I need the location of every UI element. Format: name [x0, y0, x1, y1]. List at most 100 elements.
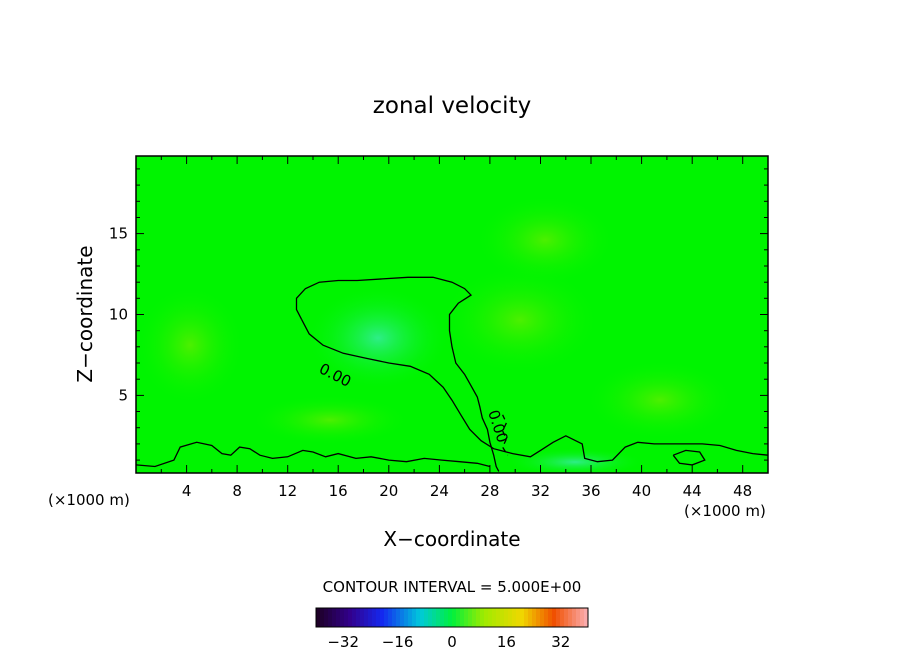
colorbar-swatch — [480, 608, 485, 627]
colorbar-swatch — [488, 608, 493, 627]
weak-positive-region — [440, 265, 600, 375]
colorbar-swatch — [576, 608, 581, 627]
colorbar-tick-label: 32 — [551, 633, 570, 651]
plot-area — [136, 156, 768, 473]
x-tick-label: 44 — [683, 482, 702, 500]
weak-negative-region — [306, 286, 450, 390]
colorbar-swatch — [444, 608, 449, 627]
colorbar-swatch — [320, 608, 325, 627]
colorbar-swatch — [532, 608, 537, 627]
colorbar-swatch — [484, 608, 489, 627]
colorbar-swatch — [368, 608, 373, 627]
colorbar-swatch — [372, 608, 377, 627]
colorbar-swatch — [420, 608, 425, 627]
x-tick-label: 32 — [531, 482, 550, 500]
colorbar-swatch — [332, 608, 337, 627]
colorbar-swatch — [452, 608, 457, 627]
colorbar-swatch — [472, 608, 477, 627]
x-unit-left: (×1000 m) — [48, 491, 130, 509]
colorbar-swatch — [520, 608, 525, 627]
colorbar-swatch — [496, 608, 501, 627]
x-tick-label: 12 — [278, 482, 297, 500]
zero-contour-dashed — [501, 414, 509, 456]
colorbar-swatch — [380, 608, 385, 627]
x-tick-label: 16 — [329, 482, 348, 500]
axis-ticks — [136, 156, 768, 473]
x-unit-right: (×1000 m) — [684, 502, 766, 520]
colorbar-swatch — [436, 608, 441, 627]
y-axis-label: Z−coordinate — [73, 245, 97, 382]
colorbar-swatch — [396, 608, 401, 627]
weak-positive-region-4 — [250, 395, 410, 445]
colorbar-swatch — [360, 608, 365, 627]
colorbar-swatch — [456, 608, 461, 627]
colorbar-swatch — [364, 608, 369, 627]
y-tick-label: 10 — [109, 306, 128, 324]
colorbar-tick-label: 16 — [497, 633, 516, 651]
chart-title: zonal velocity — [373, 93, 531, 119]
y-tick-label: 5 — [118, 386, 128, 404]
colorbar-swatch — [564, 608, 569, 627]
colorbar-swatch — [336, 608, 341, 627]
colorbar-swatch — [568, 608, 573, 627]
colorbar-swatch — [404, 608, 409, 627]
colorbar-swatch — [548, 608, 553, 627]
colorbar-tick-label: 0 — [447, 633, 457, 651]
colorbar-frame — [315, 607, 589, 628]
colorbar-swatch — [348, 608, 353, 627]
zero-contour-cell — [672, 449, 706, 466]
colorbar-swatch — [552, 608, 557, 627]
colorbar-swatch — [572, 608, 577, 627]
colorbar-swatch — [492, 608, 497, 627]
colorbar-swatch — [428, 608, 433, 627]
weak-negative-region-low — [505, 448, 645, 473]
colorbar-swatch — [540, 608, 545, 627]
colorbar-swatch — [524, 608, 529, 627]
x-tick-label: 48 — [733, 482, 752, 500]
colorbar-swatch — [440, 608, 445, 627]
contour-interval-label: CONTOUR INTERVAL = 5.000E+00 — [323, 578, 582, 596]
colorbar-swatch — [376, 608, 381, 627]
zero-contour-surface — [136, 441, 491, 468]
colorbar-swatch — [400, 608, 405, 627]
colorbar-swatch — [448, 608, 453, 627]
colorbar-swatch — [388, 608, 393, 627]
colorbar-swatch — [460, 608, 465, 627]
colorbar-swatch — [508, 608, 513, 627]
colorbar-swatch — [316, 608, 321, 627]
colorbar-swatch — [432, 608, 437, 627]
colorbar-swatch — [536, 608, 541, 627]
colorbar-swatch — [504, 608, 509, 627]
x-axis-label: X−coordinate — [383, 527, 520, 551]
colorbar-swatch — [528, 608, 533, 627]
colorbar-swatch — [580, 608, 585, 627]
colorbar-tick-label: −16 — [382, 633, 414, 651]
colorbar-swatch — [516, 608, 521, 627]
x-tick-label: 28 — [480, 482, 499, 500]
x-tick-label: 24 — [430, 482, 449, 500]
colorbar-swatch — [512, 608, 517, 627]
x-tick-label: 36 — [581, 482, 600, 500]
colorbar-swatch — [352, 608, 357, 627]
zero-contour-upper — [295, 276, 500, 472]
x-tick-label: 8 — [232, 482, 242, 500]
colorbar-swatch — [340, 608, 345, 627]
colorbar — [315, 607, 589, 628]
weak-positive-region-2 — [136, 285, 245, 405]
y-tick-label: 15 — [109, 225, 128, 243]
zero-contours — [136, 276, 768, 472]
colorbar-tick-label: −32 — [327, 633, 359, 651]
colorbar-swatch — [464, 608, 469, 627]
colorbar-swatch — [412, 608, 417, 627]
colorbar-swatch — [500, 608, 505, 627]
colorbar-swatch — [416, 608, 421, 627]
weak-positive-region-3 — [585, 360, 735, 440]
colorbar-swatch — [560, 608, 565, 627]
y-tick-labels: 5 10 15 — [109, 225, 128, 405]
colorbar-swatch — [424, 608, 429, 627]
colorbar-swatch — [408, 608, 413, 627]
x-tick-label: 20 — [379, 482, 398, 500]
x-tick-label: 40 — [632, 482, 651, 500]
colorbar-tick-labels: −32 −16 0 16 32 — [327, 633, 570, 651]
